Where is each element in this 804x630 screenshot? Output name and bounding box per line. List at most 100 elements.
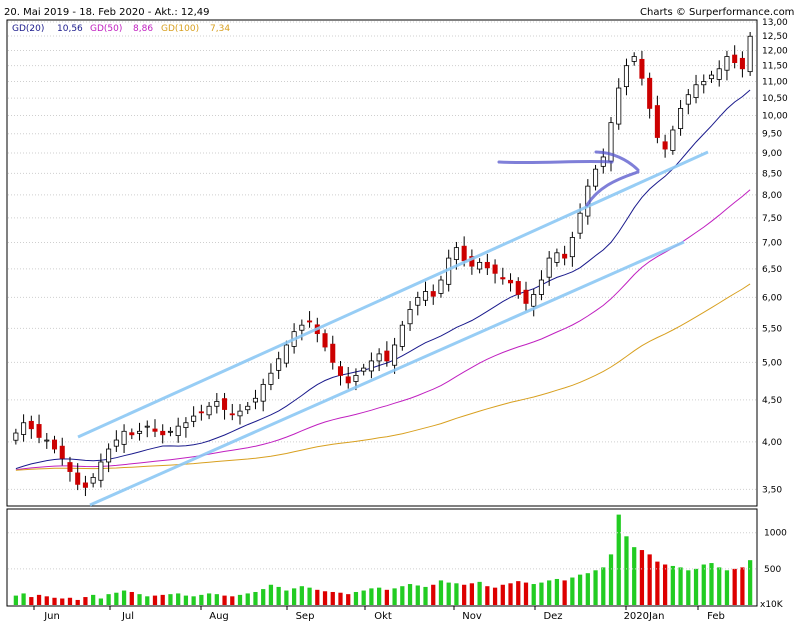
volume-bar	[191, 596, 196, 605]
candle-body	[623, 65, 629, 88]
volume-bar	[29, 597, 34, 605]
candle-body	[98, 461, 104, 481]
candle-body	[376, 353, 382, 362]
price-tick-label: 4,00	[762, 438, 782, 448]
volume-bar	[608, 554, 614, 605]
volume-bar	[307, 587, 312, 605]
date-range-label: 20. Mai 2019 - 18. Feb 2020 - Akt.: 12,4…	[4, 7, 210, 18]
candle-body	[337, 366, 344, 376]
candle-body	[654, 105, 660, 138]
drawn-arrow	[497, 150, 640, 207]
volume-bar	[616, 514, 621, 605]
candle-body	[322, 333, 328, 348]
candle-body	[461, 245, 467, 262]
candles	[13, 32, 753, 497]
candle-body	[399, 324, 405, 347]
price-tick-label: 13,00	[762, 18, 788, 28]
volume-bar	[717, 567, 722, 605]
candle-body	[28, 420, 34, 430]
volume-bar	[322, 591, 328, 605]
volume-bar	[516, 581, 521, 605]
candle-body	[647, 77, 653, 109]
volume-bar	[624, 536, 629, 605]
candle-body	[175, 425, 181, 437]
candle-body	[152, 428, 158, 432]
candle-body	[500, 277, 506, 280]
month-label: Jun	[43, 611, 60, 622]
candle-body	[167, 430, 173, 433]
volume-bar	[423, 586, 428, 605]
candle-body	[75, 472, 81, 485]
candle-body	[160, 430, 166, 436]
price-tick-label: 10,00	[762, 111, 788, 121]
volume-unit-label: x10K	[760, 600, 784, 610]
volume-bar	[291, 588, 297, 605]
volume-bar	[446, 582, 451, 605]
volume-bar	[531, 584, 536, 605]
volume-bar	[485, 586, 490, 605]
candle-body	[701, 81, 707, 86]
candle-body	[678, 107, 684, 129]
price-tick-label: 8,00	[762, 191, 782, 201]
volume-bar	[21, 593, 26, 605]
price-tick-label: 5,50	[762, 324, 782, 334]
volume-bar	[724, 570, 730, 605]
volume-bar	[477, 581, 482, 605]
candle-body	[260, 383, 266, 402]
volume-bar	[44, 596, 49, 605]
volume-bar	[462, 584, 467, 605]
volume-bar	[361, 590, 366, 605]
legend-gd50-value: 8,86	[133, 24, 153, 34]
candle-body	[484, 261, 490, 269]
candle-body	[330, 343, 336, 363]
gd20-line	[15, 89, 751, 470]
volume-bar	[392, 588, 397, 605]
candle-body	[554, 252, 560, 263]
volume-bar	[152, 595, 158, 605]
volume-bar	[601, 567, 606, 605]
candle-body	[693, 84, 699, 98]
volume-bar	[732, 568, 737, 605]
volume-bar	[261, 589, 266, 605]
price-tick-label: 11,00	[762, 78, 788, 88]
volume-bar	[523, 582, 529, 605]
volume-bar	[214, 594, 219, 605]
volume-bar	[400, 586, 405, 605]
candle-body	[739, 57, 745, 70]
candle-body	[198, 411, 204, 414]
candle-body	[90, 476, 96, 484]
month-label: Nov	[462, 611, 482, 622]
gd50-line	[15, 189, 751, 471]
volume-bar	[500, 584, 505, 605]
candle-body	[546, 257, 552, 278]
price-tick-label: 12,00	[762, 47, 788, 57]
volume-bar	[346, 594, 351, 605]
volume-bar	[206, 593, 212, 605]
candle-body	[384, 350, 390, 362]
price-axis: 3,50 4,00 4,50 5,00 5,50 6,00 6,50 7,00 7,50 8,00…	[762, 18, 788, 495]
volume-bar	[160, 594, 165, 605]
volume-bar	[570, 577, 575, 605]
upper-trendline	[77, 150, 709, 439]
month-label: 2020Jan	[624, 611, 665, 622]
volume-bar	[662, 564, 668, 605]
candle-body	[724, 56, 730, 71]
price-tick-label: 7,50	[762, 214, 782, 224]
candle-body	[137, 430, 143, 434]
volume-bar	[353, 591, 359, 605]
volume-bar	[407, 584, 413, 605]
candle-body	[67, 462, 73, 472]
candle-body	[345, 376, 351, 384]
volume-bar	[230, 596, 235, 605]
month-label: Dez	[543, 611, 562, 622]
candle-body	[368, 360, 374, 372]
volume-bar	[508, 583, 513, 605]
volume-bar	[431, 584, 436, 605]
candle-body	[299, 324, 305, 331]
credit-label: Charts © Surperformance.com	[640, 7, 794, 18]
volume-bars	[13, 514, 753, 605]
price-tick-label: 3,50	[762, 485, 782, 495]
volume-bar	[678, 567, 683, 605]
candle-body	[593, 168, 599, 187]
volume-bar	[547, 580, 552, 605]
